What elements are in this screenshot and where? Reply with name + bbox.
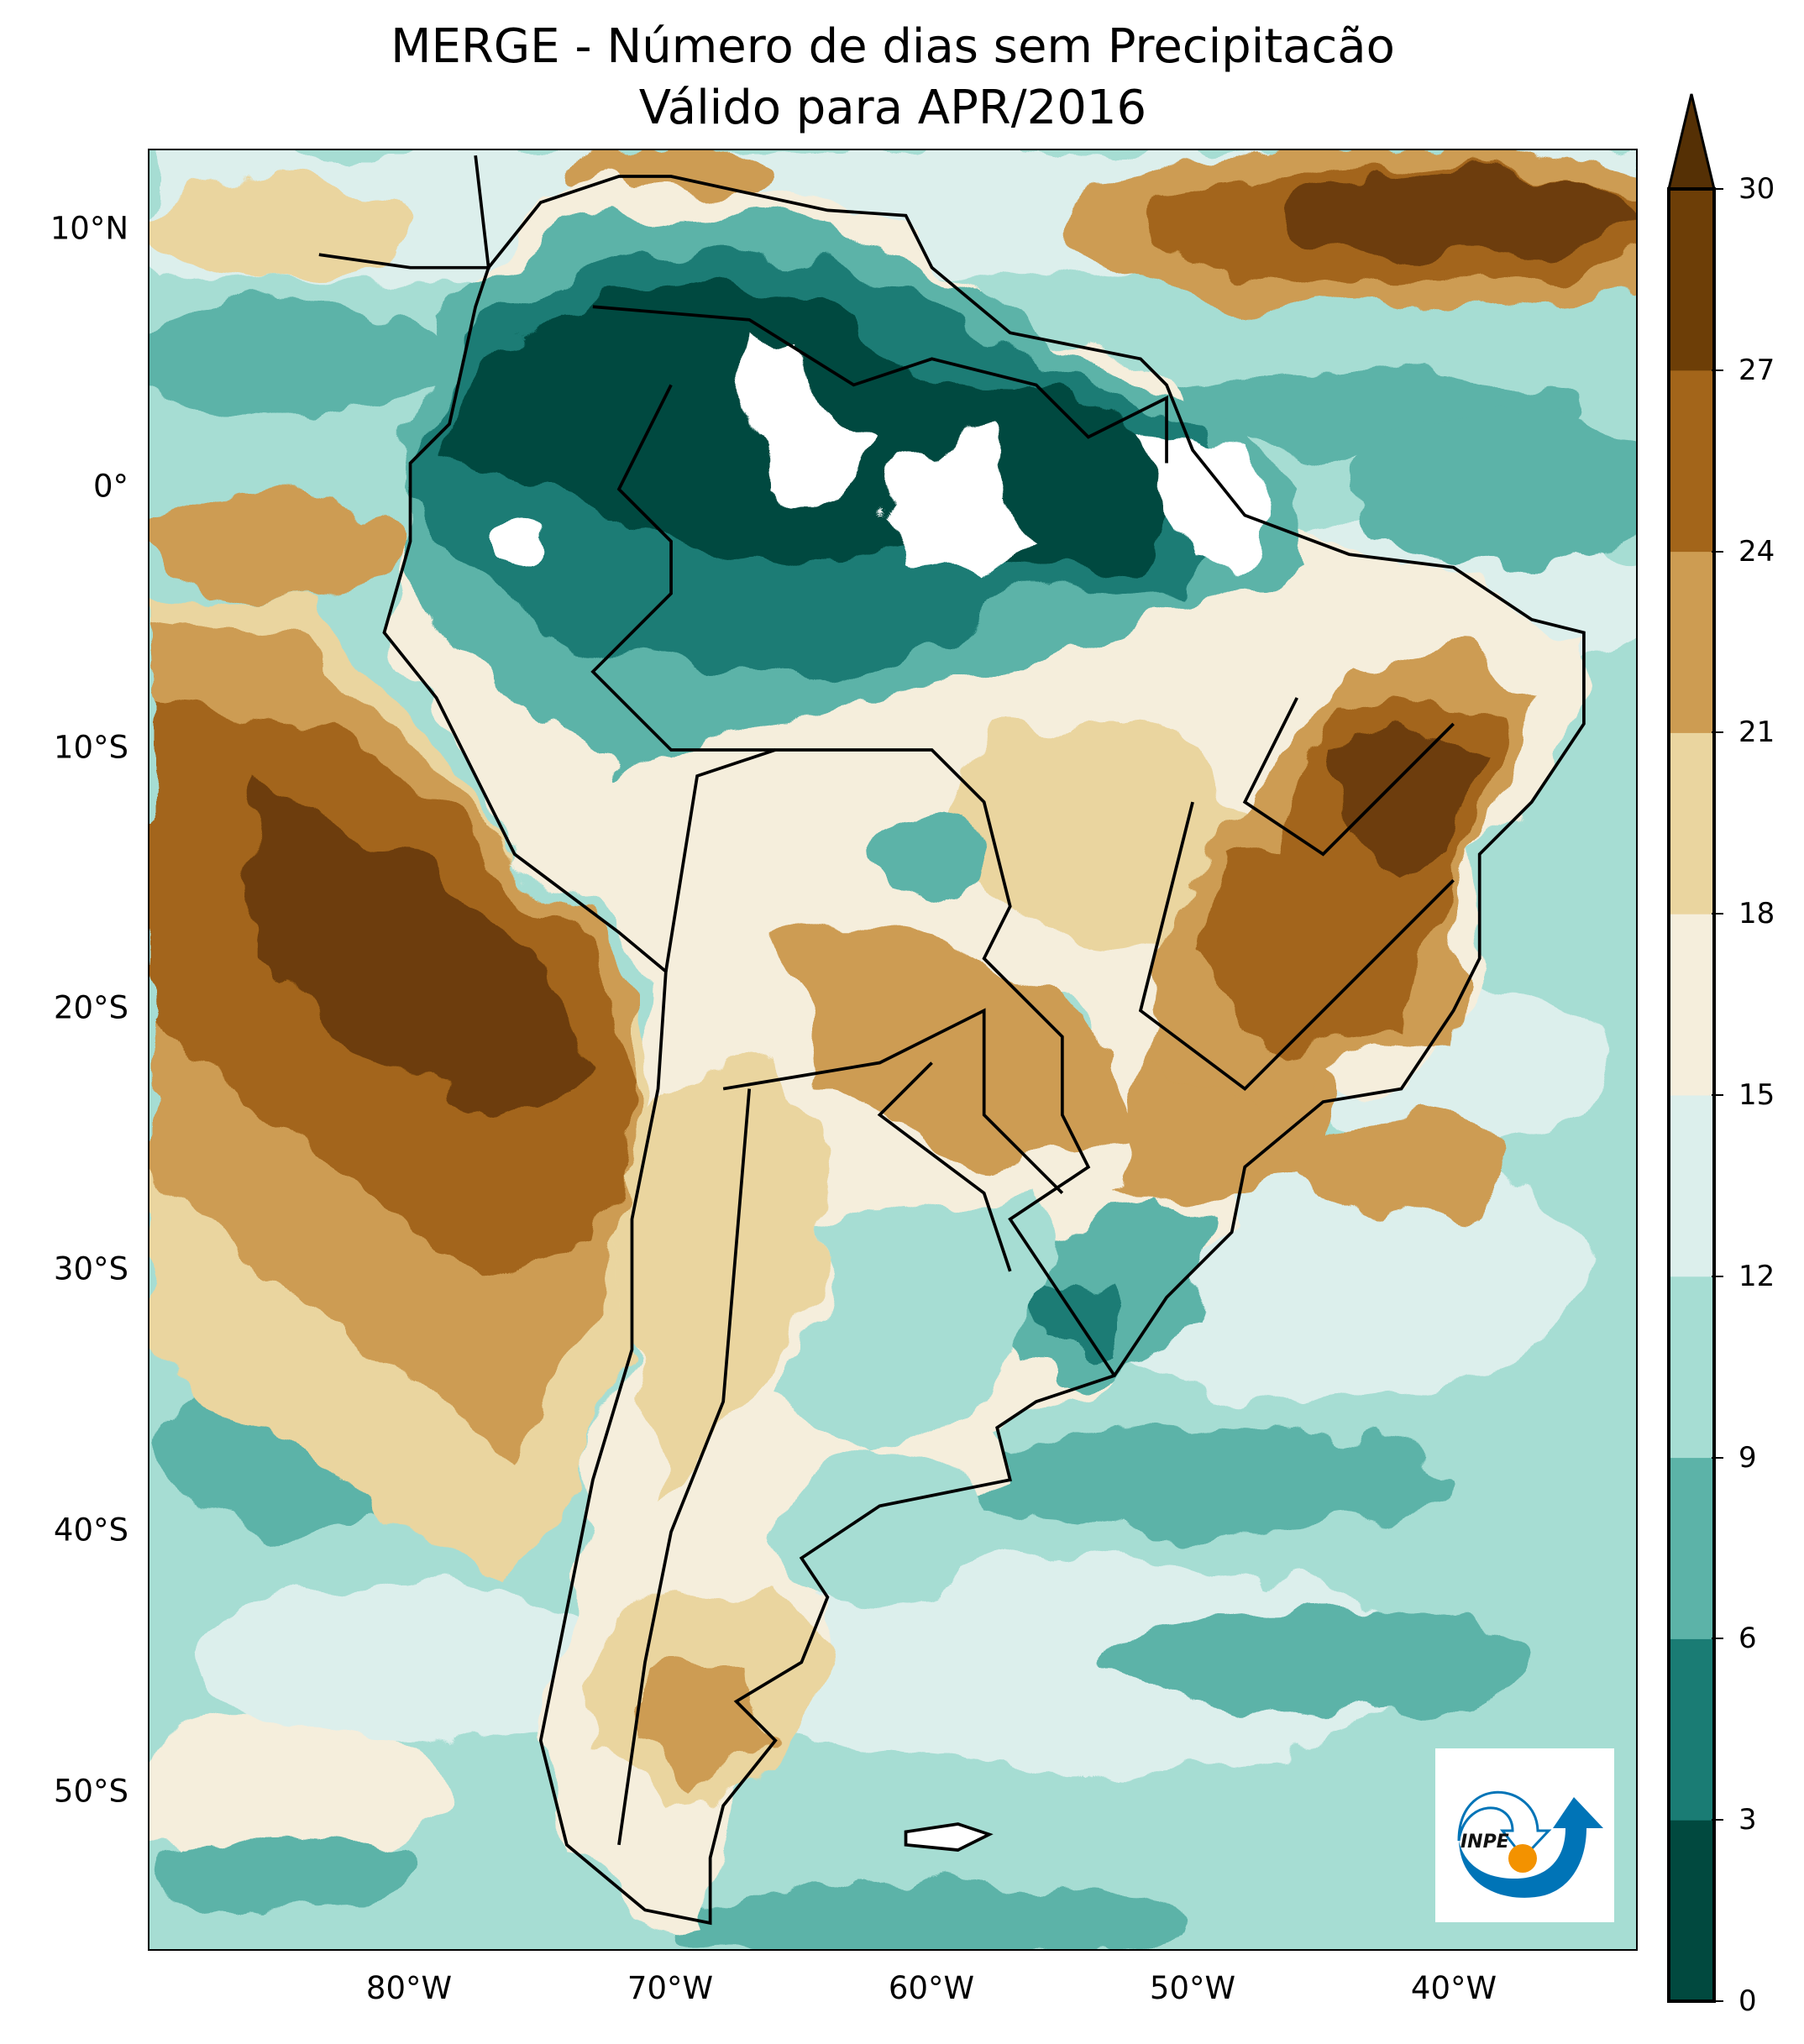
colorbar-segment <box>1669 1276 1714 1459</box>
land-fields <box>384 176 1584 1923</box>
colorbar-segment <box>1669 551 1714 733</box>
inpe-logo: INPE <box>1435 1748 1614 1922</box>
colorbar-tick <box>1712 550 1723 553</box>
colorbar <box>1667 93 1716 2003</box>
inpe-logo-graphic: INPE <box>1457 1790 1603 1898</box>
colorbar-tick <box>1712 188 1723 190</box>
map-canvas <box>149 150 1636 1949</box>
lon-tick-label: 60°W <box>888 1970 975 2006</box>
lat-tick-label: 10°S <box>53 729 128 766</box>
lon-tick-label: 50°W <box>1149 1970 1236 2006</box>
colorbar-tick-label: 6 <box>1738 1622 1757 1656</box>
colorbar-tick-label: 30 <box>1738 172 1775 206</box>
colorbar-tick-label: 12 <box>1738 1259 1775 1293</box>
colorbar-segment <box>1669 1820 1714 2002</box>
colorbar-tick-label: 24 <box>1738 534 1775 569</box>
lat-tick-label: 20°S <box>53 989 128 1026</box>
colorbar-tick <box>1712 1819 1723 1821</box>
lat-tick-label: 40°S <box>53 1512 128 1549</box>
colorbar-segment <box>1669 189 1714 371</box>
colorbar-tick <box>1712 1094 1723 1096</box>
colorbar-tick-label: 0 <box>1738 1984 1757 2018</box>
colorbar-segment <box>1669 1638 1714 1821</box>
colorbar-segment <box>1669 369 1714 553</box>
lat-tick-label: 10°N <box>50 210 128 247</box>
colorbar-tick <box>1712 1456 1723 1459</box>
precipitation-map <box>148 149 1638 1951</box>
colorbar-segment <box>1669 1095 1714 1277</box>
colorbar-tick <box>1712 1638 1723 1640</box>
colorbar-tick <box>1712 1275 1723 1277</box>
colorbar-tick-label: 21 <box>1738 715 1775 750</box>
inpe-logo-text: INPE <box>1461 1832 1509 1853</box>
colorbar-tick-label: 18 <box>1738 897 1775 931</box>
lat-tick-label: 0° <box>92 468 128 505</box>
falkland-islands <box>904 1822 994 1852</box>
precipitation-fields <box>149 150 1636 1949</box>
colorbar-tick <box>1712 731 1723 734</box>
colorbar-extend-arrow <box>1667 93 1716 191</box>
colorbar-tick <box>1712 2000 1723 2002</box>
colorbar-tick <box>1712 913 1723 915</box>
map-title: MERGE - Número de dias sem Precipitacão <box>391 19 1395 74</box>
colorbar-tick-label: 3 <box>1738 1803 1757 1837</box>
colorbar-segment <box>1669 914 1714 1096</box>
lon-tick-label: 40°W <box>1410 1970 1497 2006</box>
lat-tick-label: 30°S <box>53 1250 128 1287</box>
colorbar-tick-label: 27 <box>1738 353 1775 387</box>
coastlines-borders <box>318 155 1586 1926</box>
lon-tick-label: 80°W <box>365 1970 453 2006</box>
lon-tick-label: 70°W <box>627 1970 714 2006</box>
colorbar-segment <box>1669 732 1714 915</box>
colorbar-tick-label: 9 <box>1738 1440 1757 1475</box>
lat-tick-label: 50°S <box>53 1773 128 1810</box>
colorbar-segment <box>1669 1457 1714 1639</box>
colorbar-tick-label: 15 <box>1738 1078 1775 1112</box>
map-subtitle: Válido para APR/2016 <box>638 81 1147 135</box>
colorbar-tick <box>1712 369 1723 371</box>
